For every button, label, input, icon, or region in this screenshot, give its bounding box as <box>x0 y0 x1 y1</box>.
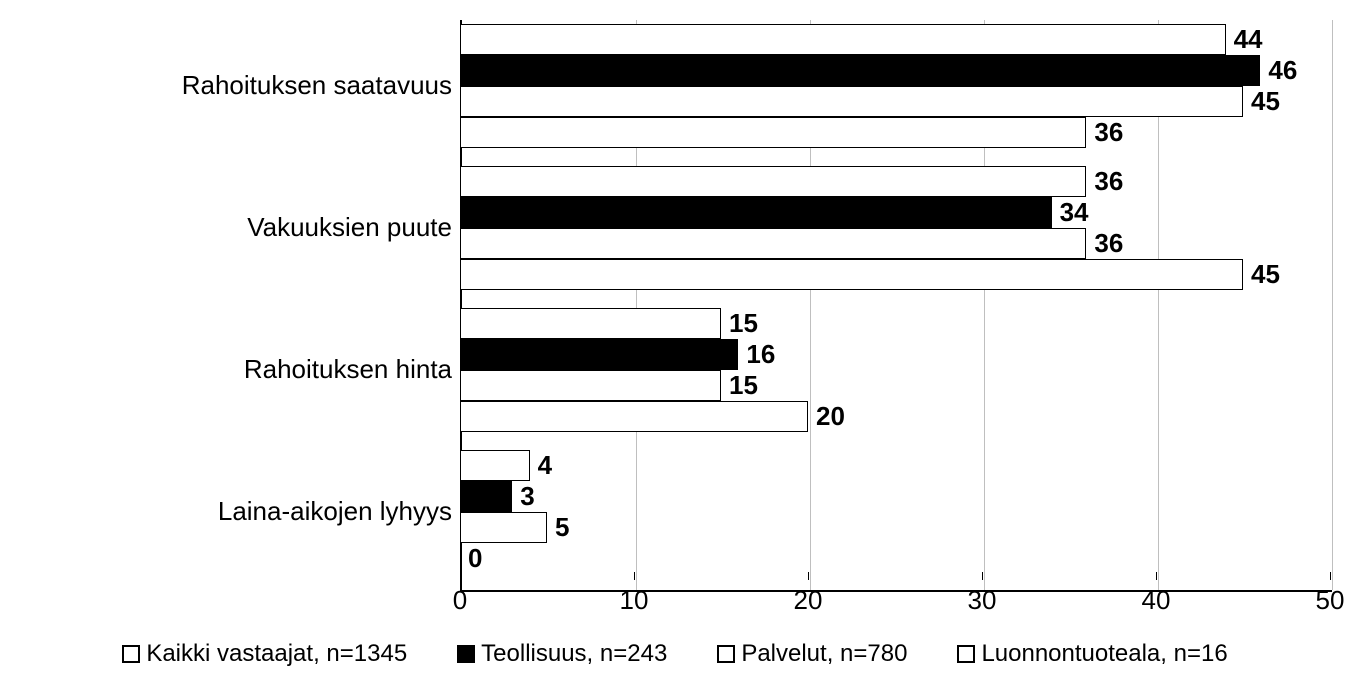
bar-value: 45 <box>1243 259 1280 290</box>
bar-value: 15 <box>721 370 758 401</box>
x-tick <box>982 572 983 580</box>
bar-value: 4 <box>530 450 552 481</box>
bar-value: 3 <box>512 481 534 512</box>
bar-series-2 <box>460 86 1243 117</box>
bar-value: 36 <box>1086 117 1123 148</box>
legend-label: Kaikki vastaajat, n=1345 <box>146 640 407 668</box>
gridline <box>1332 20 1333 590</box>
bar-value: 34 <box>1052 197 1089 228</box>
bar-series-2 <box>460 228 1086 259</box>
x-tick <box>808 572 809 580</box>
bar-value: 44 <box>1226 24 1263 55</box>
bar-series-1 <box>460 197 1052 228</box>
x-axis-tick-label: 50 <box>1316 585 1345 616</box>
bar-value: 20 <box>808 401 845 432</box>
x-axis-tick-label: 20 <box>794 585 823 616</box>
bar-value: 45 <box>1243 86 1280 117</box>
x-axis-tick-label: 40 <box>1142 585 1171 616</box>
bar-series-0 <box>460 24 1226 55</box>
legend: Kaikki vastaajat, n=1345 Teollisuus, n=2… <box>20 640 1330 668</box>
legend-item: Palvelut, n=780 <box>717 640 907 668</box>
x-tick <box>1156 572 1157 580</box>
bar-series-2 <box>460 370 721 401</box>
bar-value: 15 <box>721 308 758 339</box>
legend-label: Palvelut, n=780 <box>741 640 907 668</box>
legend-item: Luonnontuoteala, n=16 <box>957 640 1227 668</box>
legend-label: Teollisuus, n=243 <box>481 640 667 668</box>
bar-value: 36 <box>1086 166 1123 197</box>
bar-series-0 <box>460 450 530 481</box>
x-tick <box>634 572 635 580</box>
category-label: Rahoituksen hinta <box>244 354 452 385</box>
x-axis-tick-label: 0 <box>453 585 467 616</box>
legend-marker-icon <box>957 645 975 663</box>
bar-series-3 <box>460 401 808 432</box>
bar-series-3 <box>460 117 1086 148</box>
category-label: Vakuuksien puute <box>247 212 452 243</box>
bar-value: 5 <box>547 512 569 543</box>
x-tick <box>1330 572 1331 580</box>
x-axis-tick-label: 30 <box>968 585 997 616</box>
bar-series-3 <box>460 259 1243 290</box>
bar-series-2 <box>460 512 547 543</box>
x-axis-tick-label: 10 <box>620 585 649 616</box>
bar-series-1 <box>460 339 738 370</box>
bar-value: 0 <box>460 543 482 574</box>
bar-series-0 <box>460 308 721 339</box>
legend-item: Kaikki vastaajat, n=1345 <box>122 640 407 668</box>
legend-label: Luonnontuoteala, n=16 <box>981 640 1227 668</box>
legend-marker-icon <box>717 645 735 663</box>
category-label: Laina-aikojen lyhyys <box>218 496 452 527</box>
bar-series-1 <box>460 481 512 512</box>
legend-item: Teollisuus, n=243 <box>457 640 667 668</box>
bar-series-0 <box>460 166 1086 197</box>
category-label: Rahoituksen saatavuus <box>182 70 452 101</box>
bar-value: 36 <box>1086 228 1123 259</box>
bar-value: 16 <box>738 339 775 370</box>
bar-series-1 <box>460 55 1260 86</box>
legend-marker-icon <box>457 645 475 663</box>
legend-marker-icon <box>122 645 140 663</box>
chart-container: 0 10 20 30 40 50 Rahoituksen saatavuus 4… <box>0 0 1352 691</box>
bar-value: 46 <box>1260 55 1297 86</box>
